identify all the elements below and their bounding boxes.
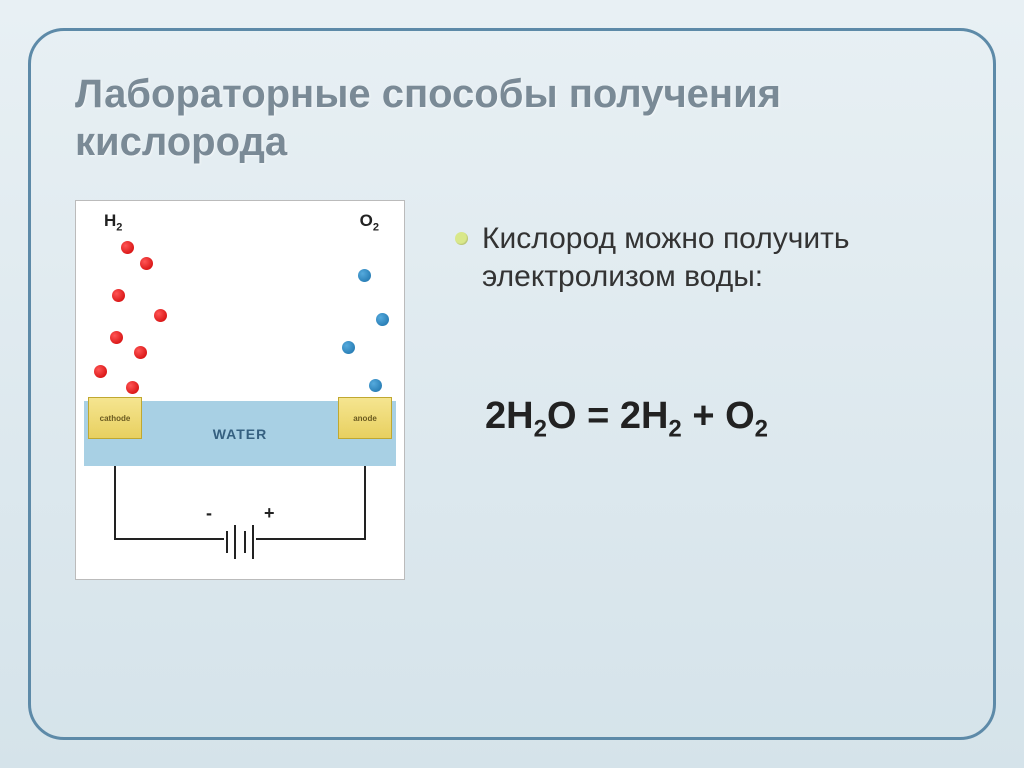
o2-molecule — [376, 313, 389, 326]
h2-sub: 2 — [116, 221, 122, 233]
eq-rhs2-o: O — [725, 395, 755, 437]
h2-molecule — [140, 257, 153, 270]
o2-molecule — [358, 269, 371, 282]
bullet-item: Кислород можно получить электролизом вод… — [455, 220, 949, 295]
cathode-label: cathode — [100, 414, 131, 423]
minus-sign: - — [206, 503, 212, 524]
eq-rhs1-coef: 2 — [620, 395, 641, 437]
o2-label: O2 — [360, 211, 379, 233]
content-area: H2 O2 WATER cathode anode - + — [75, 200, 949, 708]
h2-molecule — [110, 331, 123, 344]
eq-equals: = — [577, 395, 620, 437]
water-label: WATER — [213, 426, 268, 442]
h2-molecule — [121, 241, 134, 254]
plus-sign: + — [264, 503, 275, 524]
eq-rhs2-sub: 2 — [755, 416, 768, 443]
text-column: Кислород можно получить электролизом вод… — [455, 200, 949, 708]
o2-molecule — [342, 341, 355, 354]
eq-rhs1-sub: 2 — [668, 416, 681, 443]
wire-right-h — [256, 538, 366, 540]
h2-symbol: H — [104, 211, 116, 230]
slide-title: Лабораторные способы получения кислорода — [75, 70, 949, 166]
eq-rhs1-h: H — [641, 395, 668, 437]
h2-molecule — [94, 365, 107, 378]
wire-left-h — [114, 538, 224, 540]
h2-molecule — [134, 346, 147, 359]
eq-lhs-o: O — [547, 395, 577, 437]
description-text: Кислород можно получить электролизом вод… — [482, 220, 949, 295]
o2-molecule — [369, 379, 382, 392]
o2-symbol: O — [360, 211, 373, 230]
eq-plus: + — [682, 395, 725, 437]
h2-label: H2 — [104, 211, 122, 233]
wire-right-v — [364, 466, 366, 538]
eq-lhs-h: H — [506, 395, 533, 437]
eq-lhs-coef: 2 — [485, 395, 506, 437]
h2-molecule — [154, 309, 167, 322]
anode-label: anode — [353, 414, 377, 423]
o2-sub: 2 — [373, 221, 379, 233]
h2-molecule — [126, 381, 139, 394]
electrolysis-diagram: H2 O2 WATER cathode anode - + — [75, 200, 405, 580]
cathode-electrode: cathode — [88, 397, 142, 439]
anode-electrode: anode — [338, 397, 392, 439]
bullet-icon — [455, 232, 468, 245]
h2-molecule — [112, 289, 125, 302]
eq-lhs-h-sub: 2 — [534, 416, 547, 443]
chemical-equation: 2H2O = 2H2 + O2 — [485, 395, 949, 444]
wire-left-v — [114, 466, 116, 538]
